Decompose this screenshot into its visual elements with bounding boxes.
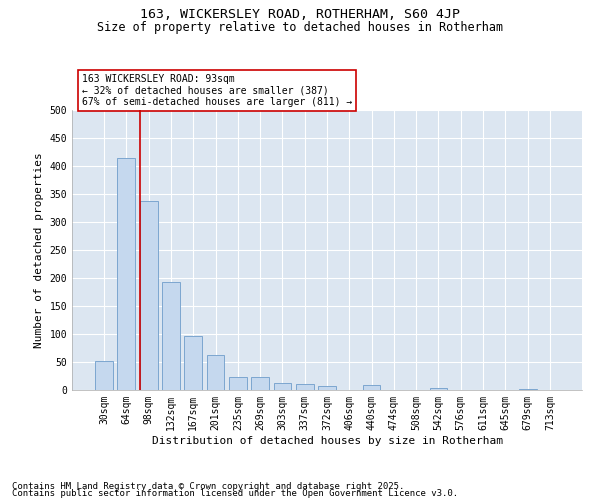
Bar xyxy=(296,384,314,390)
Bar xyxy=(362,385,380,390)
Bar xyxy=(184,336,202,390)
Bar xyxy=(118,158,136,390)
Text: 163, WICKERSLEY ROAD, ROTHERHAM, S60 4JP: 163, WICKERSLEY ROAD, ROTHERHAM, S60 4JP xyxy=(140,8,460,20)
Text: 163 WICKERSLEY ROAD: 93sqm
← 32% of detached houses are smaller (387)
67% of sem: 163 WICKERSLEY ROAD: 93sqm ← 32% of deta… xyxy=(82,74,352,107)
Bar xyxy=(95,361,113,390)
Bar xyxy=(318,386,336,390)
Y-axis label: Number of detached properties: Number of detached properties xyxy=(34,152,44,348)
Text: Contains HM Land Registry data © Crown copyright and database right 2025.: Contains HM Land Registry data © Crown c… xyxy=(12,482,404,491)
Bar xyxy=(251,377,269,390)
Bar xyxy=(206,354,224,390)
Bar xyxy=(274,382,292,390)
Bar xyxy=(229,377,247,390)
Text: Size of property relative to detached houses in Rotherham: Size of property relative to detached ho… xyxy=(97,21,503,34)
Bar xyxy=(518,389,536,390)
Text: Contains public sector information licensed under the Open Government Licence v3: Contains public sector information licen… xyxy=(12,489,458,498)
Bar xyxy=(430,388,448,390)
Bar xyxy=(140,202,158,390)
X-axis label: Distribution of detached houses by size in Rotherham: Distribution of detached houses by size … xyxy=(151,436,503,446)
Bar xyxy=(162,282,180,390)
